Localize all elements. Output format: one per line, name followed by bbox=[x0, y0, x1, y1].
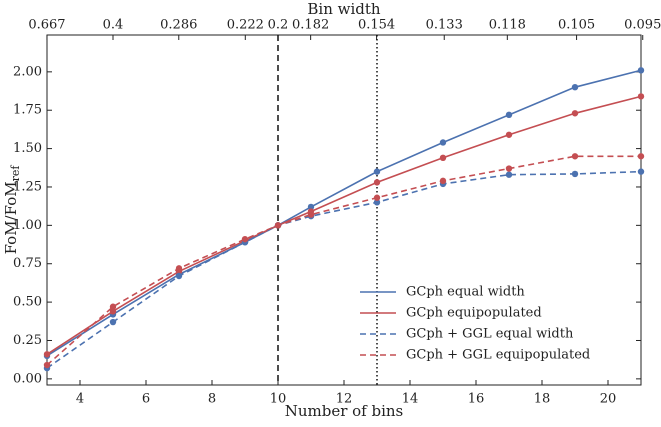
y-tick-label: 0.25 bbox=[13, 333, 42, 348]
series-line bbox=[46, 69, 642, 357]
point bbox=[175, 272, 183, 280]
point bbox=[571, 83, 579, 91]
x2-tick-label: 0.2 bbox=[268, 18, 289, 33]
legend-label: GCph + GGL equal width bbox=[406, 327, 574, 342]
x-tick-label: 16 bbox=[468, 392, 485, 407]
x-label: Number of bins bbox=[285, 402, 404, 420]
point bbox=[373, 199, 381, 206]
x2-tick-label: 0.4 bbox=[103, 18, 124, 33]
point bbox=[307, 211, 315, 218]
point bbox=[439, 177, 447, 185]
x-tick-label: 6 bbox=[142, 392, 150, 407]
point bbox=[307, 203, 315, 211]
x-tick-label: 12 bbox=[336, 392, 353, 407]
x2-tick-label: 0.118 bbox=[489, 18, 526, 33]
y-tick-label: 1.50 bbox=[13, 141, 42, 156]
point bbox=[109, 318, 117, 326]
x2-label: Bin width bbox=[307, 0, 381, 18]
x-tick-label: 10 bbox=[270, 392, 287, 407]
point bbox=[637, 153, 645, 160]
y-tick-label: 2.00 bbox=[13, 64, 42, 79]
x2-tick-label: 0.105 bbox=[558, 18, 595, 33]
point bbox=[241, 235, 249, 243]
x2-tick-label: 0.154 bbox=[358, 18, 395, 33]
point bbox=[43, 361, 51, 369]
y-label-main: FoM/FoM bbox=[2, 181, 20, 254]
point bbox=[109, 308, 117, 315]
x-tick-label: 14 bbox=[402, 392, 419, 407]
point bbox=[439, 154, 447, 162]
x2-tick-label: 0.133 bbox=[426, 18, 463, 33]
point bbox=[637, 93, 645, 100]
point bbox=[571, 110, 579, 117]
point bbox=[637, 67, 645, 74]
y-tick-label: 0.50 bbox=[13, 295, 42, 310]
y-tick-label: 1.75 bbox=[13, 103, 42, 118]
point bbox=[505, 131, 513, 138]
point bbox=[43, 351, 51, 358]
y-tick-label: 0.00 bbox=[13, 371, 42, 386]
series-line bbox=[46, 170, 642, 369]
point bbox=[439, 139, 447, 146]
y-tick-label: 1.00 bbox=[13, 218, 42, 233]
x2-tick-label: 0.222 bbox=[227, 18, 264, 33]
point bbox=[373, 194, 381, 201]
y-tick-label: 1.25 bbox=[13, 179, 42, 194]
series-line bbox=[46, 95, 642, 355]
y-label-sub: ref bbox=[9, 165, 22, 182]
point bbox=[571, 170, 579, 178]
x-tick-label: 20 bbox=[600, 392, 617, 407]
point bbox=[571, 153, 579, 160]
point bbox=[175, 265, 183, 272]
point bbox=[505, 111, 513, 119]
x-tick-label: 18 bbox=[534, 392, 551, 407]
point bbox=[373, 179, 381, 186]
point bbox=[109, 303, 117, 310]
legend-label: GCph + GGL equipopulated bbox=[406, 348, 590, 363]
point bbox=[505, 171, 513, 178]
x2-tick-label: 0.095 bbox=[624, 18, 661, 33]
point bbox=[274, 222, 282, 229]
y-tick-label: 0.75 bbox=[13, 256, 42, 271]
point bbox=[637, 168, 645, 175]
point bbox=[505, 165, 513, 172]
x2-tick-label: 0.182 bbox=[292, 18, 329, 33]
legend-label: GCph equipopulated bbox=[406, 306, 542, 321]
point bbox=[373, 168, 381, 175]
y-label: FoM/FoMref bbox=[2, 165, 22, 255]
legend-label: GCph equal width bbox=[406, 285, 525, 300]
x-tick-label: 4 bbox=[76, 392, 84, 407]
series-line bbox=[46, 155, 641, 366]
x2-tick-label: 0.667 bbox=[28, 18, 65, 33]
x-tick-label: 8 bbox=[208, 392, 216, 407]
x2-tick-label: 0.286 bbox=[160, 18, 197, 33]
